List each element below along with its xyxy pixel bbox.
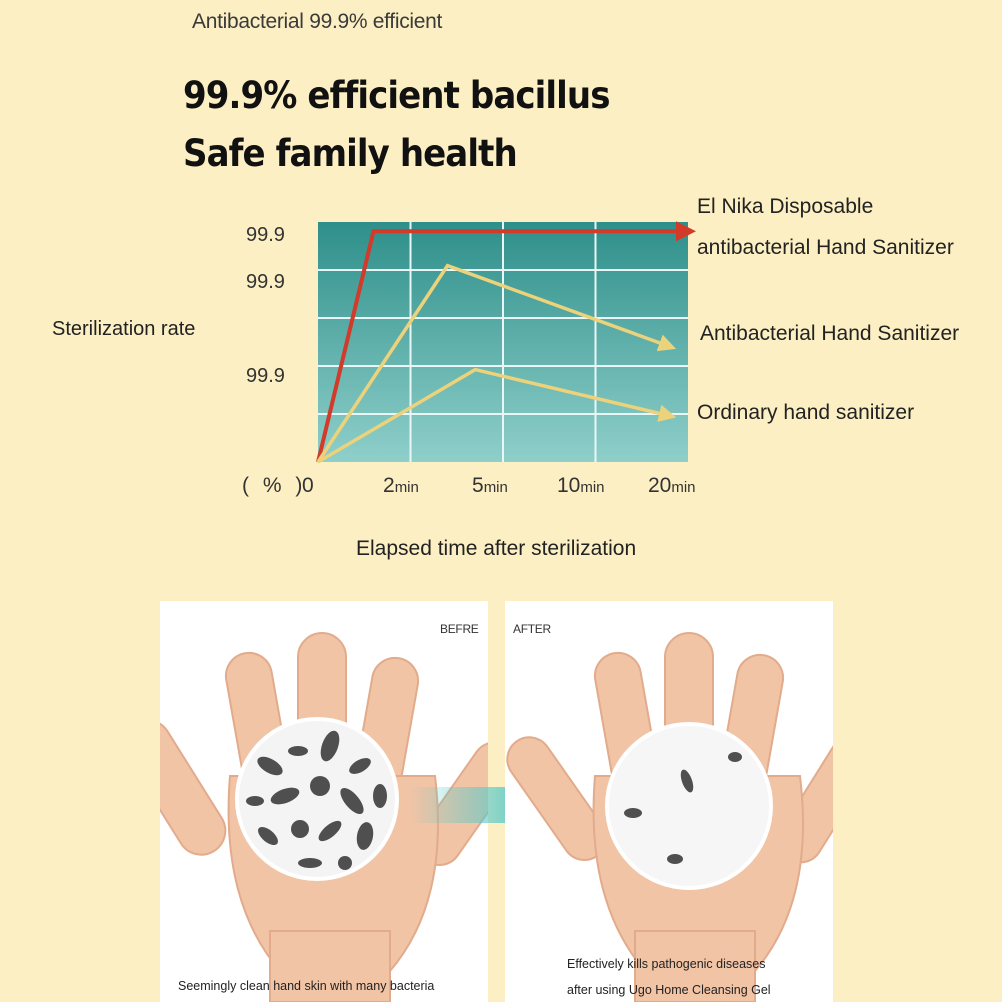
y-tick-label: 99.9 (246, 271, 285, 293)
before-tag: BEFRE (440, 622, 479, 636)
before-caption: Seemingly clean hand skin with many bact… (178, 979, 435, 993)
series-line-3 (317, 367, 677, 464)
after-tag: AFTER (513, 622, 551, 636)
top-caption: Antibacterial 99.9% efficient (192, 10, 443, 33)
hand-with-bacteria-illustration (160, 632, 488, 1002)
headline-line-1: 99.9% efficient bacillus (183, 74, 610, 117)
sterilization-chart (316, 221, 696, 464)
legend-series-1-line-1: El Nika Disposable (697, 195, 874, 218)
clean-hand-illustration (506, 632, 833, 1002)
series-line-2 (316, 263, 677, 463)
x-axis-label: Elapsed time after sterilization (356, 537, 637, 560)
headline-line-2: Safe family health (183, 132, 518, 175)
after-panel: AFTER Effectively kills pathogenic disea… (505, 601, 833, 1002)
x-tick-label: 10min (557, 474, 605, 497)
legend-series-1-line-2: antibacterial Hand Sanitizer (697, 236, 954, 259)
chart-grid (318, 222, 688, 462)
after-caption-line-1: Effectively kills pathogenic diseases (567, 957, 766, 971)
after-caption-line-2: after using Ugo Home Cleansing Gel (567, 983, 771, 997)
y-axis-label: Sterilization rate (52, 318, 196, 340)
series-line-1 (316, 221, 696, 463)
x-tick-label: 0 (302, 474, 314, 497)
x-tick-label: 5min (472, 474, 508, 497)
y-tick-label: 99.9 (246, 224, 285, 246)
legend-series-3: Ordinary hand sanitizer (697, 401, 915, 424)
x-tick-label: 20min (648, 474, 696, 497)
y-unit-label: ( % ) (242, 474, 307, 497)
y-tick-label: 99.9 (246, 365, 285, 387)
x-tick-label: 2min (383, 474, 419, 497)
legend-series-2: Antibacterial Hand Sanitizer (700, 322, 960, 345)
chart-series (316, 221, 696, 464)
